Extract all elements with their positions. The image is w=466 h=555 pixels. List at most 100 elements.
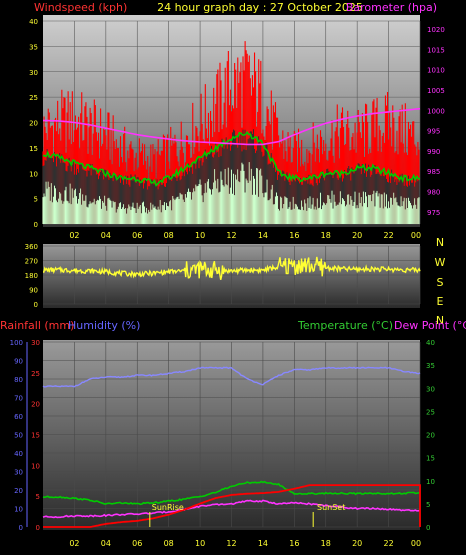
- x-tick-label: 22: [383, 539, 393, 548]
- rainfall-axis-label: Rainfall (mm): [0, 319, 74, 332]
- temperature-tick-label: 30: [426, 385, 435, 393]
- wind-tick-label: 30: [29, 69, 38, 77]
- x-tick-label: 18: [321, 539, 331, 548]
- temperature-tick-label: 25: [426, 408, 435, 416]
- x-tick-label: 06: [132, 231, 142, 240]
- barometer-tick-label: 990: [427, 148, 440, 156]
- wind-speed-ticks: 40 35 30 25 20 15 10 5 0: [29, 18, 38, 229]
- rainfall-tick-label: 10: [31, 462, 40, 470]
- compass-label: N: [436, 314, 444, 327]
- x-tick-label: 08: [164, 231, 174, 240]
- x-tick-label: 12: [226, 231, 236, 240]
- barometer-tick-label: 980: [427, 189, 440, 197]
- temperature-x-ticks: 02 04 06 08 10 12 14 16 18 20 22 00: [69, 539, 421, 548]
- x-tick-label: 06: [132, 539, 142, 548]
- humidity-tick-label: 30: [14, 469, 23, 477]
- rainfall-tick-label: 0: [36, 524, 40, 532]
- barometer-line: [42, 107, 421, 146]
- sun-marker-label: SunSet: [317, 503, 345, 512]
- wind-tick-label: 20: [29, 120, 38, 128]
- sun-markers: SunRise SunSet: [149, 503, 345, 527]
- direction-tick-label: 270: [25, 258, 38, 266]
- x-tick-label: 10: [195, 231, 205, 240]
- humidity-tick-label: 20: [14, 487, 23, 495]
- dew-point-line: [42, 499, 421, 519]
- compass-label: N: [436, 236, 444, 249]
- x-tick-label: 22: [383, 231, 393, 240]
- x-tick-label: 18: [321, 231, 331, 240]
- barometer-tick-label: 1010: [427, 67, 445, 75]
- x-tick-label: 02: [69, 539, 79, 548]
- wind-tick-label: 10: [29, 170, 38, 178]
- humidity-tick-label: 0: [19, 524, 23, 532]
- barometer-tick-label: 995: [427, 128, 440, 136]
- wind-tick-label: 5: [34, 196, 38, 204]
- wind-tick-label: 35: [29, 43, 38, 51]
- barometer-tick-label: 975: [427, 209, 440, 217]
- barometer-axis-label: Barometer (hpa): [346, 1, 437, 14]
- x-tick-label: 12: [226, 539, 236, 548]
- wind-tick-label: 40: [29, 18, 38, 26]
- temperature-ticks: 40 35 30 25 20 15 10 5 0: [426, 339, 435, 532]
- wind-direction-line: [43, 256, 421, 280]
- direction-tick-label: 0: [34, 301, 38, 309]
- wind-x-ticks: 02 04 06 08 10 12 14 16 18 20 22 00: [69, 231, 421, 240]
- x-tick-label: 04: [101, 231, 111, 240]
- temperature-line: [42, 480, 421, 506]
- temperature-tick-label: 15: [426, 455, 435, 463]
- direction-panel-grid: [43, 245, 421, 305]
- temperature-panel-grid: [43, 341, 421, 528]
- barometer-tick-label: 1015: [427, 46, 445, 54]
- humidity-tick-label: 90: [14, 358, 23, 366]
- x-tick-label: 14: [258, 231, 268, 240]
- rainfall-tick-label: 20: [31, 401, 40, 409]
- x-tick-label: 20: [352, 539, 362, 548]
- direction-degree-ticks: 360 270 180 90 0: [25, 243, 38, 309]
- humidity-tick-label: 80: [14, 376, 23, 384]
- sun-marker-label: SunRise: [152, 503, 184, 512]
- rainfall-line: [43, 484, 421, 528]
- direction-tick-label: 360: [25, 243, 38, 251]
- x-tick-label: 08: [164, 539, 174, 548]
- x-tick-label: 02: [69, 231, 79, 240]
- temperature-tick-label: 5: [426, 501, 430, 509]
- temperature-tick-label: 35: [426, 362, 435, 370]
- direction-tick-label: 180: [25, 272, 38, 280]
- x-tick-label: 00: [411, 231, 421, 240]
- x-tick-label: 14: [258, 539, 268, 548]
- rainfall-tick-label: 30: [31, 339, 40, 347]
- x-tick-label: 16: [289, 231, 299, 240]
- wind-axis-label: Windspeed (kph): [34, 1, 127, 14]
- temperature-axis-label: Temperature (°C): [297, 319, 393, 332]
- wind-tick-label: 15: [29, 145, 38, 153]
- x-tick-label: 00: [411, 539, 421, 548]
- rainfall-tick-label: 5: [36, 493, 40, 501]
- humidity-tick-label: 40: [14, 450, 23, 458]
- barometer-tick-label: 1000: [427, 107, 445, 115]
- x-tick-label: 16: [289, 539, 299, 548]
- compass-label: S: [437, 276, 444, 289]
- barometer-tick-label: 985: [427, 168, 440, 176]
- compass-label: E: [437, 295, 444, 308]
- x-tick-label: 20: [352, 231, 362, 240]
- rainfall-ticks: 30 25 20 15 10 5 0: [31, 339, 40, 532]
- temperature-tick-label: 20: [426, 432, 435, 440]
- humidity-tick-label: 10: [14, 506, 23, 514]
- wind-tick-label: 0: [34, 221, 38, 229]
- temperature-tick-label: 40: [426, 339, 435, 347]
- humidity-tick-label: 100: [10, 339, 23, 347]
- x-tick-label: 10: [195, 539, 205, 548]
- barometer-tick-label: 1005: [427, 87, 445, 95]
- barometer-ticks: 1020 1015 1010 1005 1000 995 990 985 980 975: [427, 26, 445, 217]
- humidity-tick-label: 60: [14, 413, 23, 421]
- direction-tick-label: 90: [29, 287, 38, 295]
- wind-gust-bars: [42, 41, 420, 224]
- dew-point-axis-label: Dew Point (°C): [394, 319, 466, 332]
- temperature-tick-label: 10: [426, 478, 435, 486]
- rainfall-tick-label: 25: [31, 370, 40, 378]
- humidity-tick-label: 50: [14, 432, 23, 440]
- humidity-line: [42, 366, 421, 388]
- compass-label: W: [435, 256, 446, 269]
